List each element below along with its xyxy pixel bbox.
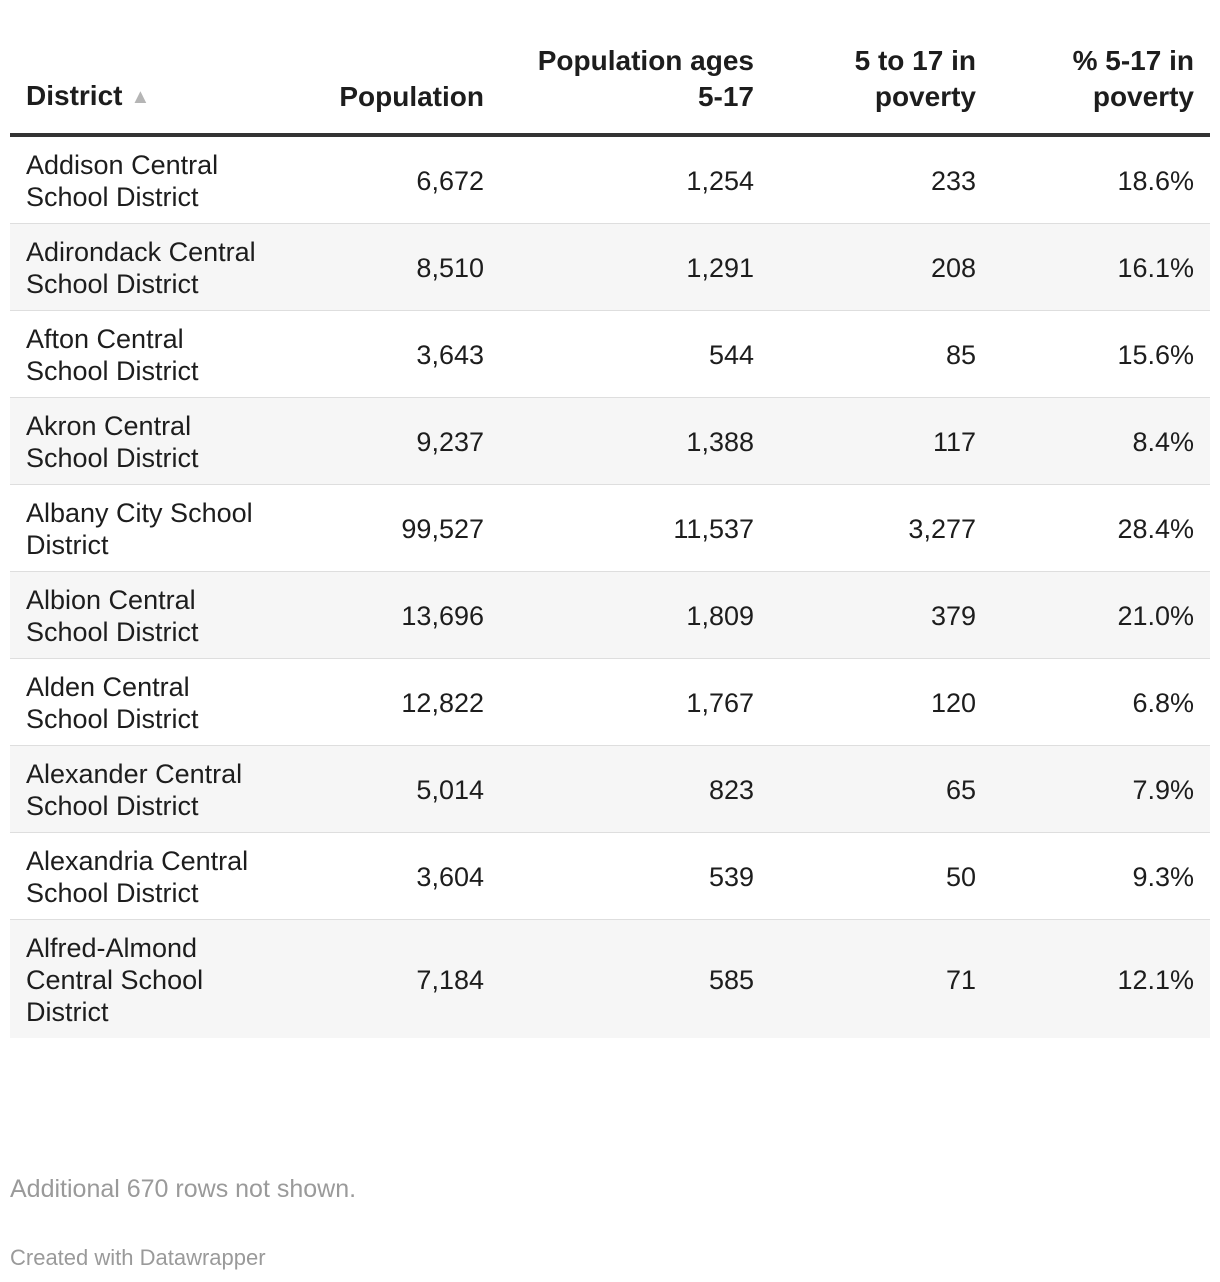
cell-5-to-17-in-poverty: 379 [770, 571, 992, 659]
table-row: Addison Central School District 6,672 1,25… [10, 135, 1210, 224]
table-row: Alexandria Central School District 3,604 5… [10, 832, 1210, 920]
cell-pct-5-17-in-poverty: 21.0% [992, 571, 1210, 659]
cell-5-to-17-in-poverty: 85 [770, 310, 992, 398]
cell-district: Addison Central School District [10, 135, 300, 224]
cell-district: Afton Central School District [10, 310, 300, 398]
cell-district: Adirondack Central School District [10, 223, 300, 311]
cell-population: 99,527 [300, 484, 500, 572]
cell-population: 3,604 [300, 832, 500, 920]
cell-population: 7,184 [300, 919, 500, 1038]
table-body: Addison Central School District 6,672 1,25… [10, 135, 1210, 1038]
cell-5-to-17-in-poverty: 50 [770, 832, 992, 920]
cell-population-ages-5-17: 823 [500, 745, 770, 833]
cell-5-to-17-in-poverty: 117 [770, 397, 992, 485]
column-header-label: Population ages 5-17 [537, 45, 754, 112]
cell-population-ages-5-17: 1,809 [500, 571, 770, 659]
cell-district: Alexander Central School District [10, 745, 300, 833]
cell-population: 5,014 [300, 745, 500, 833]
cell-5-to-17-in-poverty: 3,277 [770, 484, 992, 572]
table-row: Alfred-Almond Central School District 7,1… [10, 919, 1210, 1038]
column-header-population[interactable]: Population [300, 0, 500, 137]
column-header-label: Population [339, 81, 484, 112]
column-header-district[interactable]: District ▲ [10, 0, 300, 137]
cell-population: 3,643 [300, 310, 500, 398]
cell-population: 8,510 [300, 223, 500, 311]
datawrapper-credit: Created with Datawrapper [10, 1245, 266, 1270]
cell-population-ages-5-17: 1,388 [500, 397, 770, 485]
cell-pct-5-17-in-poverty: 7.9% [992, 745, 1210, 833]
cell-pct-5-17-in-poverty: 6.8% [992, 658, 1210, 746]
header-row: District ▲ Population Population ages 5-1… [10, 0, 1210, 137]
cell-district: Alexandria Central School District [10, 832, 300, 920]
cell-district: Alfred-Almond Central School District [10, 919, 300, 1038]
column-header-label: % 5-17 in poverty [1072, 45, 1194, 112]
cell-district: Albion Central School District [10, 571, 300, 659]
cell-population-ages-5-17: 1,291 [500, 223, 770, 311]
cell-pct-5-17-in-poverty: 8.4% [992, 397, 1210, 485]
cell-5-to-17-in-poverty: 71 [770, 919, 992, 1038]
cell-pct-5-17-in-poverty: 16.1% [992, 223, 1210, 311]
cell-pct-5-17-in-poverty: 12.1% [992, 919, 1210, 1038]
cell-population-ages-5-17: 585 [500, 919, 770, 1038]
cell-pct-5-17-in-poverty: 28.4% [992, 484, 1210, 572]
cell-population: 12,822 [300, 658, 500, 746]
cell-district: Akron Central School District [10, 397, 300, 485]
table-row: Alden Central School District 12,822 1,767… [10, 658, 1210, 746]
cell-pct-5-17-in-poverty: 9.3% [992, 832, 1210, 920]
column-header-population-ages-5-17[interactable]: Population ages 5-17 [500, 0, 770, 137]
column-header-pct-5-17-in-poverty[interactable]: % 5-17 in poverty [992, 0, 1210, 137]
cell-district: Albany City School District [10, 484, 300, 572]
table-header: District ▲ Population Population ages 5-1… [10, 0, 1210, 137]
data-table: District ▲ Population Population ages 5-1… [10, 0, 1210, 1038]
sort-ascending-icon: ▲ [130, 86, 151, 108]
cell-district: Alden Central School District [10, 658, 300, 746]
cell-5-to-17-in-poverty: 233 [770, 135, 992, 224]
cell-population-ages-5-17: 1,254 [500, 135, 770, 224]
table-row: Akron Central School District 9,237 1,388 1… [10, 397, 1210, 485]
cell-5-to-17-in-poverty: 208 [770, 223, 992, 311]
cell-pct-5-17-in-poverty: 18.6% [992, 135, 1210, 224]
table-row: Afton Central School District 3,643 544 85 1… [10, 310, 1210, 398]
cell-population: 6,672 [300, 135, 500, 224]
cell-population-ages-5-17: 544 [500, 310, 770, 398]
cell-population: 9,237 [300, 397, 500, 485]
table-row: Adirondack Central School District 8,510 1… [10, 223, 1210, 311]
column-header-5-to-17-in-poverty[interactable]: 5 to 17 in poverty [770, 0, 992, 137]
table-row: Albion Central School District 13,696 1,80… [10, 571, 1210, 659]
table-row: Albany City School District 99,527 11,537 3… [10, 484, 1210, 572]
column-header-label: 5 to 17 in poverty [854, 45, 976, 112]
cell-population-ages-5-17: 11,537 [500, 484, 770, 572]
cell-population-ages-5-17: 1,767 [500, 658, 770, 746]
cell-5-to-17-in-poverty: 65 [770, 745, 992, 833]
table-row: Alexander Central School District 5,014 82… [10, 745, 1210, 833]
data-table-container: District ▲ Population Population ages 5-1… [10, 0, 1210, 1038]
cell-population-ages-5-17: 539 [500, 832, 770, 920]
cell-5-to-17-in-poverty: 120 [770, 658, 992, 746]
rows-not-shown-note: Additional 670 rows not shown. [10, 1175, 357, 1203]
column-header-label: District [26, 80, 123, 111]
cell-pct-5-17-in-poverty: 15.6% [992, 310, 1210, 398]
cell-population: 13,696 [300, 571, 500, 659]
